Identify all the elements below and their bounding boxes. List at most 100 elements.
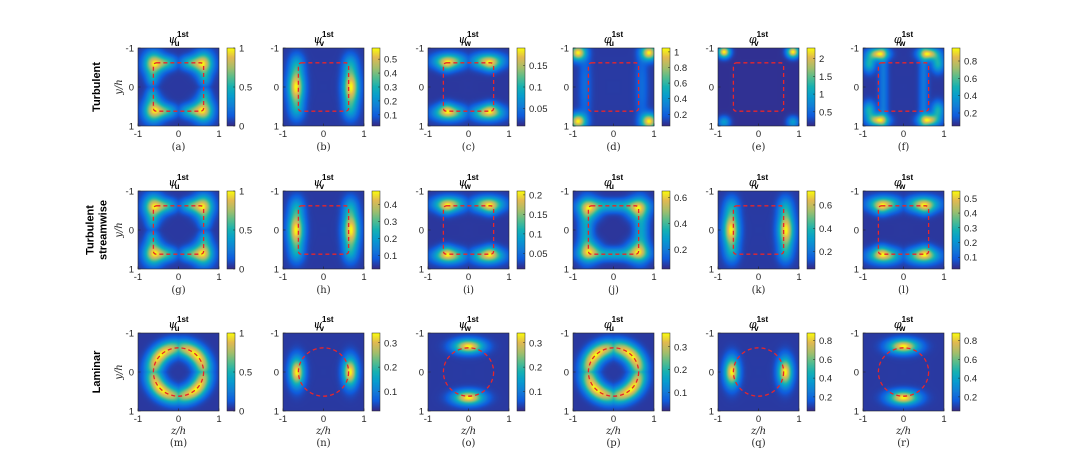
colorbar-tick-label: 0.3: [384, 83, 397, 94]
colorbar-tick-label: 0.2: [384, 234, 397, 245]
x-tick-label: 0: [466, 129, 471, 140]
x-tick-label: 1: [796, 129, 801, 140]
x-tick-label: 0: [176, 272, 181, 283]
colorbar: [517, 191, 525, 269]
colorbar-tick-label: 0: [239, 265, 244, 276]
colorbar-tick-label: 0.5: [384, 55, 397, 66]
panel-title: φ1st w: [894, 315, 914, 333]
panel-caption: (c): [462, 142, 476, 153]
x-tick-label: 0: [321, 414, 326, 425]
colorbar-tick-label: 0.3: [384, 338, 397, 349]
colorbar-tick-label: 1.5: [819, 72, 832, 83]
colorbar-tick-label: 0.8: [964, 57, 977, 68]
y-tick-label: -1: [706, 187, 714, 198]
x-axis-label: z/h: [315, 426, 331, 437]
panel-title-superscript: 1st: [322, 315, 334, 324]
y-tick-label: 1: [419, 265, 424, 276]
x-axis-label: z/h: [605, 426, 621, 437]
x-tick-label: 0: [321, 129, 326, 140]
panel-title-symbol: φ: [604, 33, 612, 46]
heatmap-image: [428, 48, 509, 126]
panel-caption: (a): [172, 142, 186, 153]
panel-title: φ1st u: [604, 30, 624, 48]
heatmap-image: [863, 191, 944, 269]
panel-caption: (m): [170, 438, 187, 449]
x-tick-label: -1: [714, 414, 722, 425]
colorbar-tick-label: 0.3: [674, 342, 687, 353]
panel-title-subscript: u: [175, 182, 180, 191]
x-tick-label: 1: [651, 414, 656, 425]
heatmap-panel: ψ1st w-1 0 1-101(i)0.20.150.10.05: [416, 173, 548, 296]
colorbar: [227, 333, 235, 411]
x-tick-label: -1: [134, 129, 142, 140]
colorbar: [952, 333, 960, 411]
x-tick-label: 1: [796, 272, 801, 283]
wall-outline: [152, 347, 205, 397]
panel-title-subscript: v: [754, 324, 759, 333]
panel-caption: (g): [171, 285, 185, 296]
panel-title-symbol: φ: [749, 33, 757, 46]
y-tick-label: 0: [129, 83, 134, 94]
panel-title-subscript: v: [320, 324, 325, 333]
colorbar: [517, 48, 525, 126]
wall-outline: [732, 62, 785, 112]
x-tick-label: -1: [569, 414, 577, 425]
heatmap-image: [138, 191, 219, 269]
x-tick-label: -1: [714, 272, 722, 283]
y-tick-label: -1: [271, 187, 279, 198]
row-label-text: Laminar: [91, 350, 103, 394]
colorbar-tick-label: 0.2: [964, 238, 977, 249]
y-tick-label: 1: [274, 407, 279, 418]
panel-title-subscript: w: [464, 182, 472, 191]
colorbar-frame: [951, 47, 961, 127]
y-tick-label: 0: [419, 226, 424, 237]
panel-title-subscript: w: [898, 324, 906, 333]
colorbar: [372, 191, 380, 269]
y-tick-label: 0: [854, 368, 859, 379]
panel-title: ψ1st w: [458, 173, 479, 191]
x-tick-label: -1: [424, 414, 432, 425]
colorbar-tick-label: 0.3: [384, 217, 397, 228]
colorbar-tick-label: 0.4: [964, 91, 977, 102]
heatmap-image: [283, 191, 364, 269]
y-tick-label: -1: [561, 44, 569, 55]
panel-caption: (p): [606, 438, 620, 449]
panel-title-superscript: 1st: [177, 315, 189, 324]
y-tick-label: 0: [854, 226, 859, 237]
heatmap-image: [718, 333, 799, 411]
colorbar-tick-label: 0.1: [529, 387, 542, 398]
panel-title-superscript: 1st: [757, 173, 769, 182]
x-tick-label: 0: [466, 272, 471, 283]
y-tick-label: -1: [851, 44, 859, 55]
colorbar: [807, 191, 815, 269]
panel-title-subscript: u: [609, 324, 614, 333]
wall-outline: [732, 347, 785, 397]
heatmap-panel: ψ1st v-1 0 1-101(b)0.50.40.30.20.1: [271, 30, 398, 153]
colorbar-tick-label: 0.4: [819, 374, 832, 385]
heatmap-panel: φ1st w-1 0 1-101(f)0.80.60.40.2: [851, 30, 978, 153]
heatmap-image: [428, 333, 509, 411]
panel-title: ψ1st w: [458, 30, 479, 48]
panel-title: ψ1st u: [168, 173, 189, 191]
panel-title-superscript: 1st: [177, 173, 189, 182]
colorbar-tick-label: 0.6: [819, 200, 832, 211]
y-tick-label: 1: [854, 122, 859, 133]
heatmap-image: [573, 191, 654, 269]
heatmap-panel: φ1st v-1 0 1-101(k)0.60.40.2: [706, 173, 833, 296]
colorbar-tick-label: 1: [674, 47, 679, 58]
x-axis-label: z/h: [170, 426, 186, 437]
panel-title: ψ1st w: [458, 315, 479, 333]
colorbar-frame: [806, 332, 816, 412]
panel-caption: (n): [316, 438, 330, 449]
panel-title-superscript: 1st: [902, 173, 914, 182]
panel-title-superscript: 1st: [612, 173, 624, 182]
panel-title: φ1st v: [749, 173, 769, 191]
colorbar-tick-label: 0: [239, 407, 244, 418]
colorbar-tick-label: 0.5: [239, 368, 252, 379]
row-label: Turbulent: [91, 62, 103, 112]
heatmap-panel: ψ1st v-1 0 1-101(h)0.40.30.20.1: [271, 173, 398, 296]
